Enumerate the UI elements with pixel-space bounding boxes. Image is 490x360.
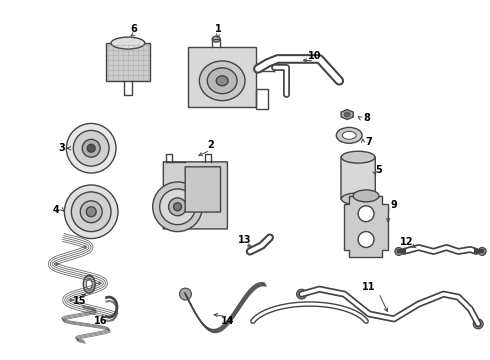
Ellipse shape [66, 123, 116, 173]
Text: 13: 13 [238, 234, 252, 244]
Ellipse shape [336, 127, 362, 143]
Ellipse shape [179, 288, 192, 300]
Ellipse shape [341, 193, 375, 205]
Text: 9: 9 [391, 200, 397, 210]
Text: 1: 1 [215, 24, 221, 34]
Ellipse shape [207, 68, 237, 94]
Text: 14: 14 [221, 316, 235, 326]
FancyBboxPatch shape [106, 43, 150, 81]
Ellipse shape [358, 231, 374, 247]
Ellipse shape [83, 275, 95, 293]
Ellipse shape [111, 37, 145, 49]
FancyBboxPatch shape [189, 47, 256, 107]
Ellipse shape [80, 201, 102, 223]
Polygon shape [341, 109, 353, 120]
Text: 10: 10 [308, 51, 321, 61]
Ellipse shape [153, 182, 202, 231]
FancyBboxPatch shape [163, 162, 227, 229]
Ellipse shape [160, 189, 196, 225]
Polygon shape [344, 196, 388, 257]
Text: 16: 16 [95, 316, 108, 326]
Text: 4: 4 [53, 205, 60, 215]
Ellipse shape [199, 61, 245, 100]
Ellipse shape [64, 185, 118, 239]
Ellipse shape [296, 289, 307, 299]
Ellipse shape [74, 130, 109, 166]
Text: 5: 5 [375, 165, 382, 175]
Text: 7: 7 [366, 137, 372, 147]
Ellipse shape [478, 247, 486, 255]
Ellipse shape [72, 192, 111, 231]
Ellipse shape [82, 139, 100, 157]
Ellipse shape [86, 279, 92, 289]
Text: 3: 3 [58, 143, 65, 153]
Ellipse shape [341, 151, 375, 163]
Ellipse shape [87, 144, 95, 152]
Ellipse shape [353, 190, 379, 202]
Ellipse shape [169, 198, 187, 216]
FancyBboxPatch shape [341, 157, 375, 199]
Text: 12: 12 [400, 237, 414, 247]
Text: 11: 11 [362, 282, 376, 292]
Text: 2: 2 [207, 140, 214, 150]
Ellipse shape [86, 207, 96, 217]
Ellipse shape [342, 131, 356, 139]
Ellipse shape [212, 36, 220, 42]
Ellipse shape [395, 247, 403, 255]
Ellipse shape [216, 76, 228, 86]
Ellipse shape [344, 112, 350, 117]
Ellipse shape [358, 206, 374, 222]
Ellipse shape [473, 319, 483, 329]
Text: 6: 6 [130, 24, 137, 34]
Text: 15: 15 [73, 296, 86, 306]
FancyBboxPatch shape [185, 167, 220, 212]
Text: 8: 8 [364, 113, 370, 123]
Ellipse shape [173, 203, 181, 211]
